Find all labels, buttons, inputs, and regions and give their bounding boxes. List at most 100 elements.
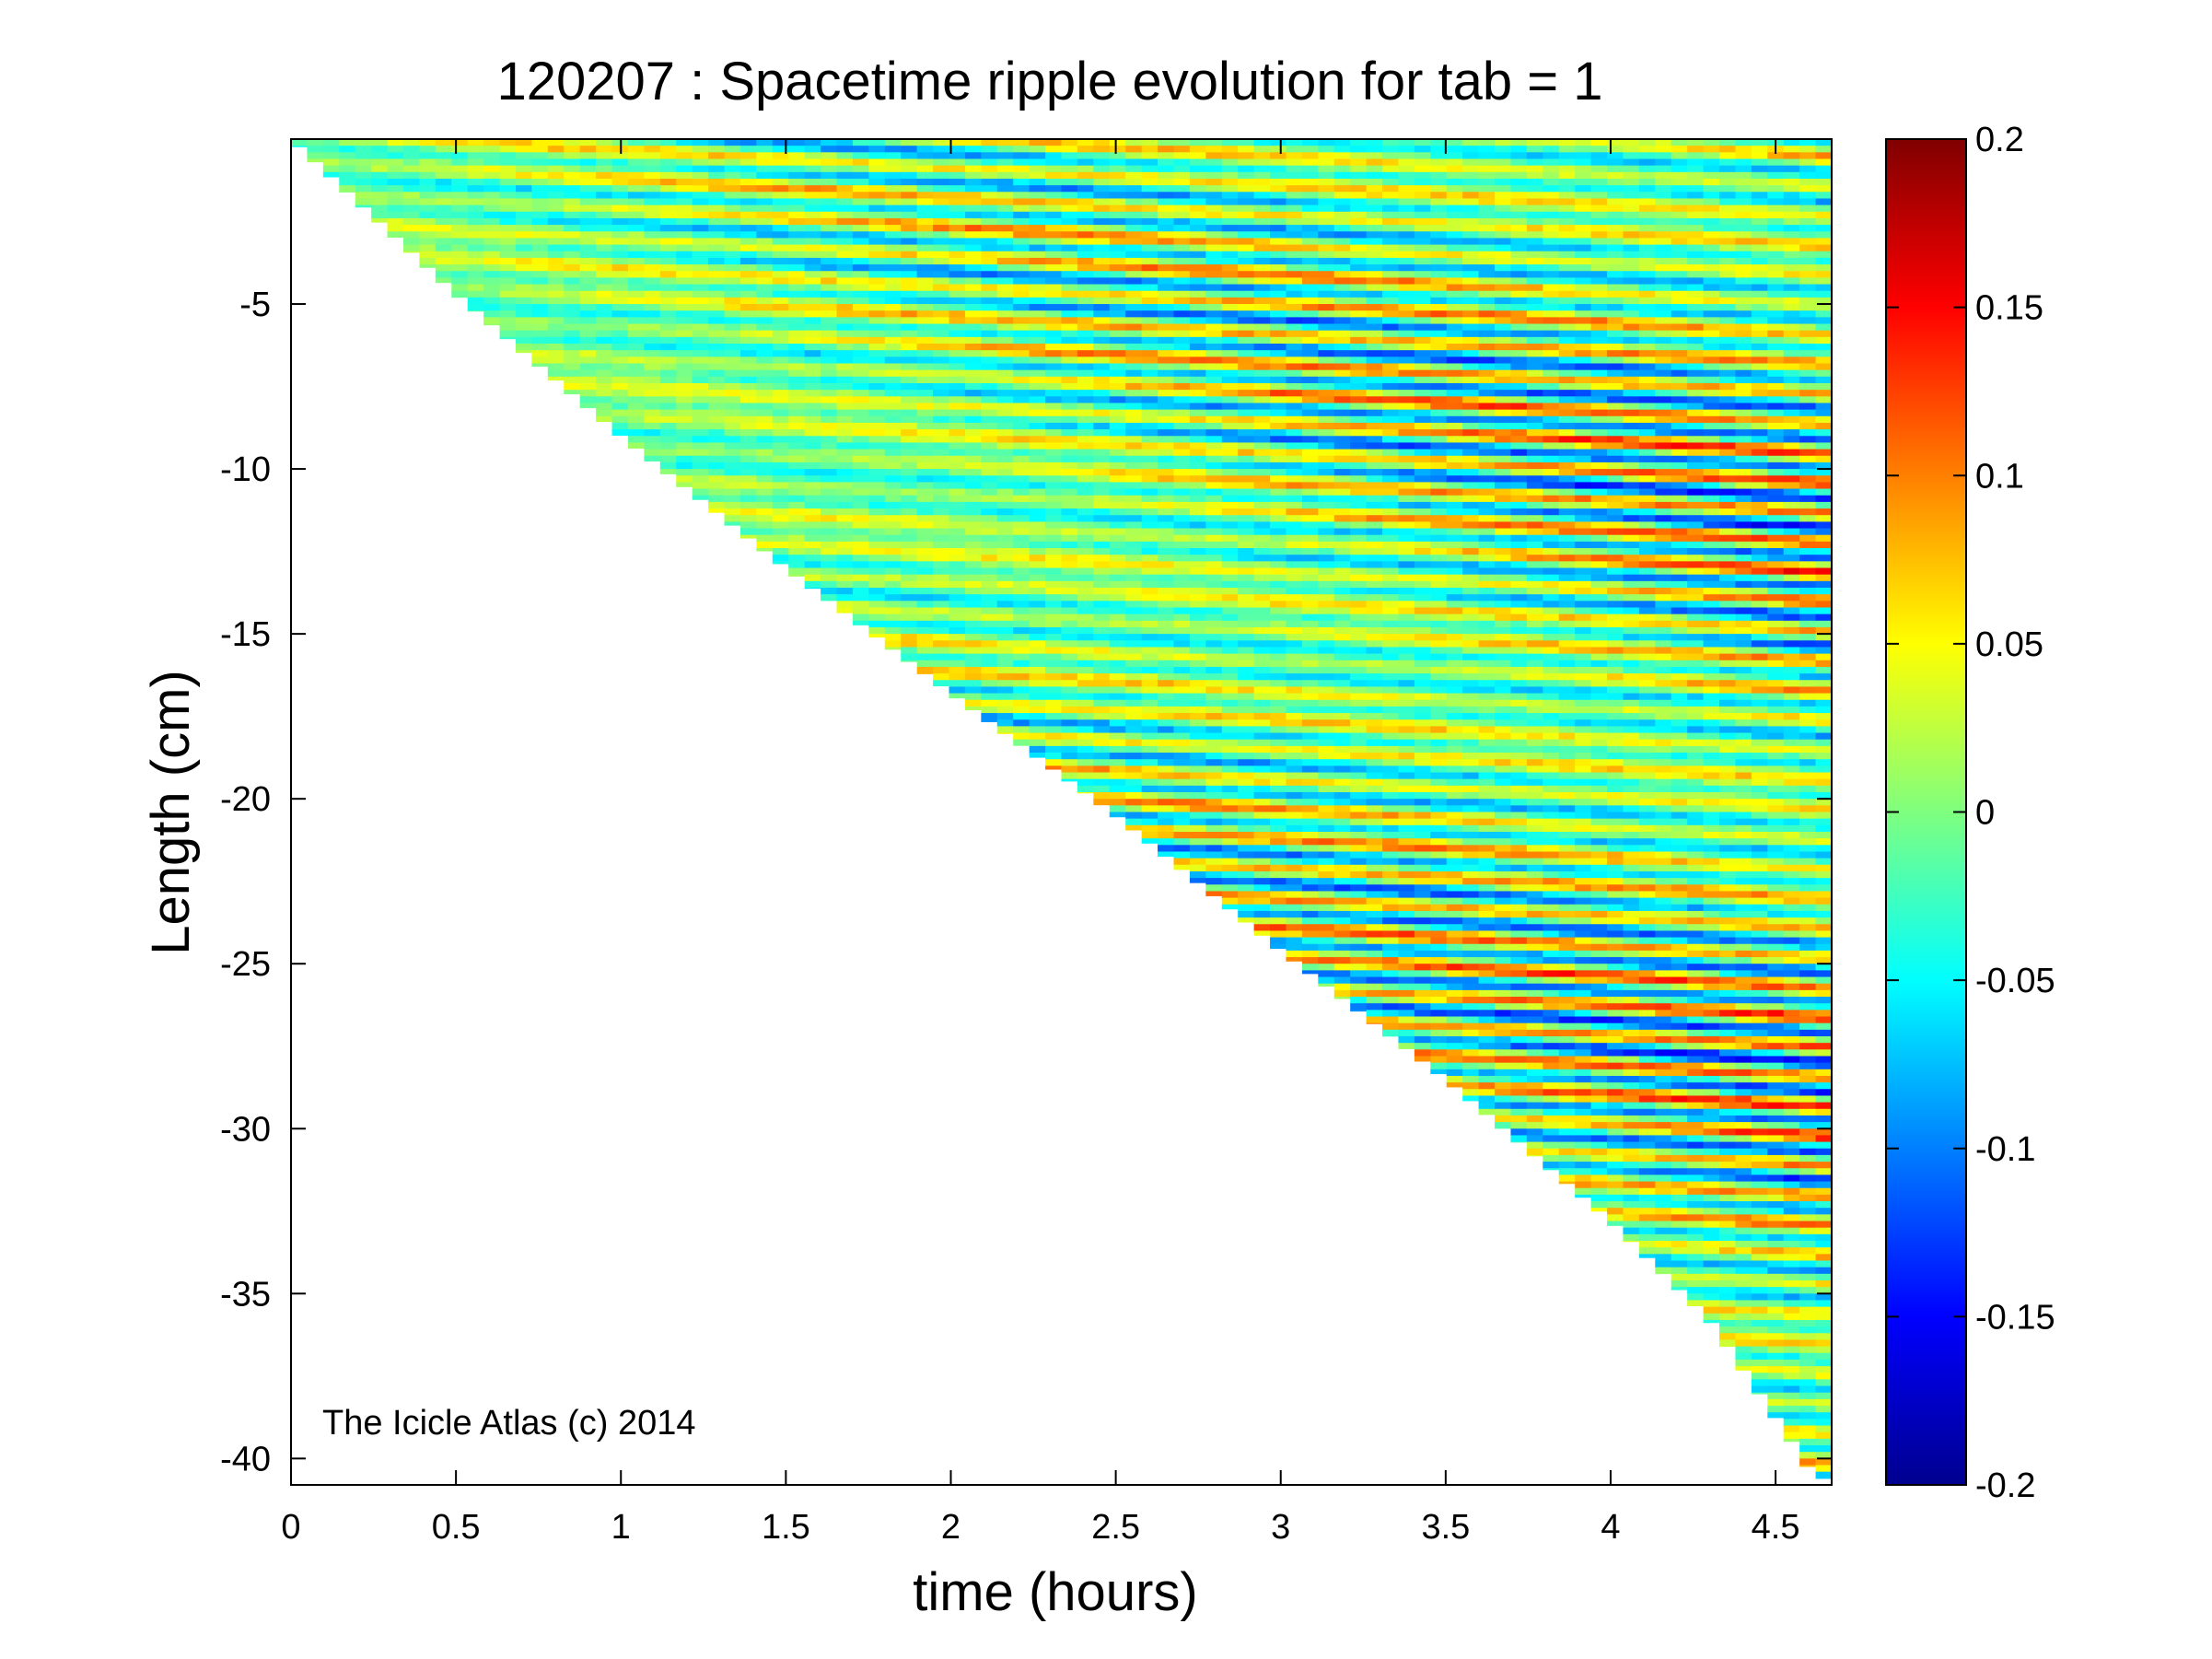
heatmap-cell [1125, 396, 1143, 404]
heatmap-cell [836, 508, 854, 516]
heatmap-cell [1093, 753, 1111, 760]
heatmap-cell [596, 403, 613, 411]
heatmap-cell [772, 461, 789, 470]
heatmap-cell [981, 198, 998, 206]
heatmap-cell [1109, 204, 1126, 213]
heatmap-cell [1318, 785, 1335, 793]
heatmap-cell [1141, 217, 1158, 226]
heatmap-cell [1013, 192, 1030, 200]
heatmap-cell [804, 390, 821, 397]
heatmap-cell [949, 666, 966, 674]
heatmap-cell [1141, 139, 1158, 146]
heatmap-cell [884, 422, 902, 430]
heatmap-cell [1189, 158, 1206, 167]
heatmap-cell [1158, 449, 1175, 457]
heatmap-cell [1029, 422, 1046, 430]
heatmap-cell [996, 356, 1014, 365]
heatmap-cell [884, 350, 902, 357]
heatmap-cell [1301, 626, 1319, 635]
heatmap-cell [836, 330, 854, 338]
heatmap-cell [933, 541, 950, 549]
heatmap-cell [676, 171, 693, 180]
heatmap-cell [1366, 574, 1383, 582]
heatmap-cell [708, 192, 726, 200]
heatmap-cell [579, 376, 597, 384]
heatmap-cell [1061, 217, 1078, 226]
heatmap-cell [402, 198, 421, 206]
heatmap-cell [1141, 436, 1158, 444]
heatmap-cell [1045, 231, 1063, 240]
heatmap-cell [1061, 469, 1078, 476]
heatmap-cell [1029, 284, 1046, 292]
heatmap-cell [772, 185, 789, 193]
heatmap-cell [1318, 396, 1335, 404]
heatmap-cell [1350, 739, 1368, 747]
heatmap-cell [964, 495, 982, 503]
heatmap-cell [981, 594, 998, 602]
heatmap-cell [1398, 422, 1415, 430]
heatmap-cell [1221, 601, 1239, 609]
heatmap-cell [996, 449, 1014, 457]
heatmap-cell [483, 238, 501, 246]
heatmap-cell [1205, 620, 1223, 628]
heatmap-cell [1318, 805, 1335, 813]
heatmap-cell [1382, 997, 1400, 1004]
heatmap-cell [1350, 146, 1368, 153]
heatmap-cell [1253, 469, 1271, 476]
heatmap-cell [1109, 415, 1126, 424]
heatmap-cell [1350, 732, 1368, 741]
heatmap-cell [676, 158, 693, 167]
heatmap-cell [1093, 336, 1111, 345]
heatmap-cell [788, 257, 806, 265]
heatmap-cell [692, 323, 709, 332]
heatmap-cell [611, 369, 629, 378]
heatmap-cell [1301, 607, 1319, 615]
heatmap-cell [1270, 369, 1287, 378]
heatmap-cell [659, 317, 677, 325]
heatmap-cell [1221, 884, 1239, 893]
heatmap-cell [1077, 673, 1094, 681]
heatmap-cell [1109, 772, 1126, 780]
heatmap-cell [1173, 192, 1191, 200]
heatmap-cell [1350, 396, 1368, 404]
heatmap-cell [1270, 620, 1287, 628]
heatmap-cell [1061, 666, 1078, 674]
heatmap-cell [499, 225, 517, 232]
heatmap-cell [1238, 297, 1255, 305]
heatmap-cell [1253, 917, 1271, 925]
heatmap-cell [387, 217, 404, 226]
heatmap-cell [772, 369, 789, 378]
heatmap-cell [1125, 647, 1143, 655]
heatmap-cell [916, 178, 934, 186]
heatmap-cell [1077, 403, 1094, 411]
heatmap-cell [1173, 719, 1191, 727]
heatmap-cell [708, 449, 726, 457]
heatmap-cell [1253, 759, 1271, 766]
heatmap-cell [1093, 238, 1111, 246]
heatmap-cell [1077, 634, 1094, 641]
heatmap-cell [1318, 950, 1335, 958]
heatmap-cell [1045, 415, 1063, 424]
heatmap-cell [1077, 165, 1094, 173]
heatmap-cell [611, 185, 629, 193]
heatmap-cell [1286, 284, 1303, 292]
heatmap-cell [1286, 765, 1303, 774]
heatmap-cell [708, 442, 726, 450]
heatmap-cell [1189, 858, 1206, 866]
heatmap-cell [724, 204, 741, 213]
heatmap-cell [1158, 831, 1175, 839]
heatmap-cell [1238, 588, 1255, 595]
heatmap-cell [1286, 528, 1303, 536]
heatmap-cell [1141, 238, 1158, 246]
heatmap-cell [579, 323, 597, 332]
heatmap-cell [1398, 317, 1415, 325]
heatmap-cell [1029, 634, 1046, 641]
heatmap-cell [1382, 818, 1400, 826]
heatmap-cell [1333, 831, 1351, 839]
heatmap-cell [1189, 449, 1206, 457]
heatmap-cell [1125, 356, 1143, 365]
heatmap-cell [1205, 660, 1223, 668]
heatmap-cell [933, 178, 950, 186]
heatmap-cell [659, 284, 677, 292]
heatmap-cell [531, 317, 549, 325]
